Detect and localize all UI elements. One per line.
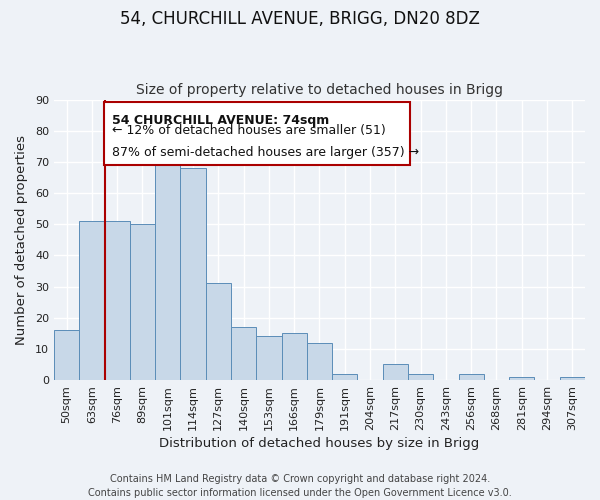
Bar: [383, 364, 408, 380]
Bar: [231, 327, 256, 380]
Bar: [281, 334, 307, 380]
Bar: [155, 152, 181, 380]
Text: Contains HM Land Registry data © Crown copyright and database right 2024.
Contai: Contains HM Land Registry data © Crown c…: [88, 474, 512, 498]
Bar: [509, 377, 535, 380]
Text: 54, CHURCHILL AVENUE, BRIGG, DN20 8DZ: 54, CHURCHILL AVENUE, BRIGG, DN20 8DZ: [120, 10, 480, 28]
Bar: [332, 374, 358, 380]
Title: Size of property relative to detached houses in Brigg: Size of property relative to detached ho…: [136, 83, 503, 97]
Text: 54 CHURCHILL AVENUE: 74sqm: 54 CHURCHILL AVENUE: 74sqm: [112, 114, 329, 126]
Y-axis label: Number of detached properties: Number of detached properties: [15, 135, 28, 345]
Bar: [181, 168, 206, 380]
Bar: [307, 342, 332, 380]
Bar: [54, 330, 79, 380]
X-axis label: Distribution of detached houses by size in Brigg: Distribution of detached houses by size …: [160, 437, 479, 450]
Bar: [104, 221, 130, 380]
Bar: [79, 221, 104, 380]
Bar: [256, 336, 281, 380]
Bar: [130, 224, 155, 380]
FancyBboxPatch shape: [104, 102, 410, 166]
Bar: [206, 284, 231, 380]
Text: 87% of semi-detached houses are larger (357) →: 87% of semi-detached houses are larger (…: [112, 146, 419, 160]
Bar: [560, 377, 585, 380]
Text: ← 12% of detached houses are smaller (51): ← 12% of detached houses are smaller (51…: [112, 124, 386, 138]
Bar: [458, 374, 484, 380]
Bar: [408, 374, 433, 380]
